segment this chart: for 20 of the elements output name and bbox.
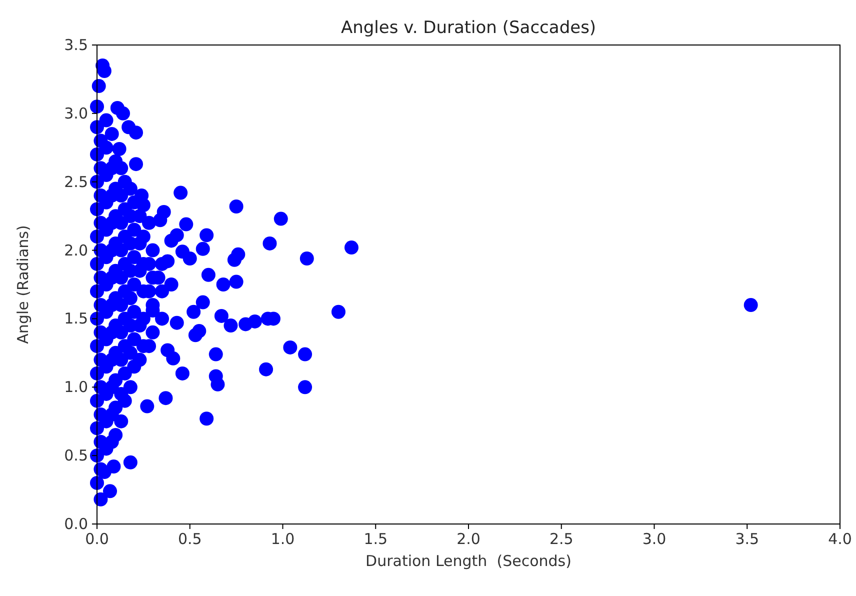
y-tick-label: 3.5 — [64, 36, 88, 54]
y-axis-title: Angle (Radians) — [14, 225, 32, 344]
x-tick-label: 1.0 — [270, 530, 295, 548]
y-tick-label: 2.5 — [64, 172, 88, 191]
x-tick-label: 3.0 — [642, 530, 666, 548]
x-tick-label: 4.0 — [828, 530, 852, 548]
x-tick-label: 2.5 — [549, 530, 574, 548]
y-tick-label: 0.5 — [64, 446, 88, 465]
y-tick-label: 2.0 — [64, 241, 88, 260]
y-tick-label: 1.0 — [64, 378, 88, 396]
x-axis-title: Duration Length (Seconds) — [366, 552, 572, 570]
chart-title: Angles v. Duration (Saccades) — [340, 18, 596, 38]
x-tick-label: 3.5 — [735, 530, 760, 548]
x-tick-label: 0.0 — [85, 530, 109, 548]
x-tick-label: 0.5 — [178, 530, 202, 548]
y-tick-label: 1.5 — [64, 310, 88, 328]
x-tick-label: 2.0 — [456, 530, 480, 548]
y-tick-label: 0.0 — [64, 515, 88, 533]
y-tick-label: 3.0 — [64, 104, 88, 122]
x-tick-label: 1.5 — [364, 530, 388, 548]
